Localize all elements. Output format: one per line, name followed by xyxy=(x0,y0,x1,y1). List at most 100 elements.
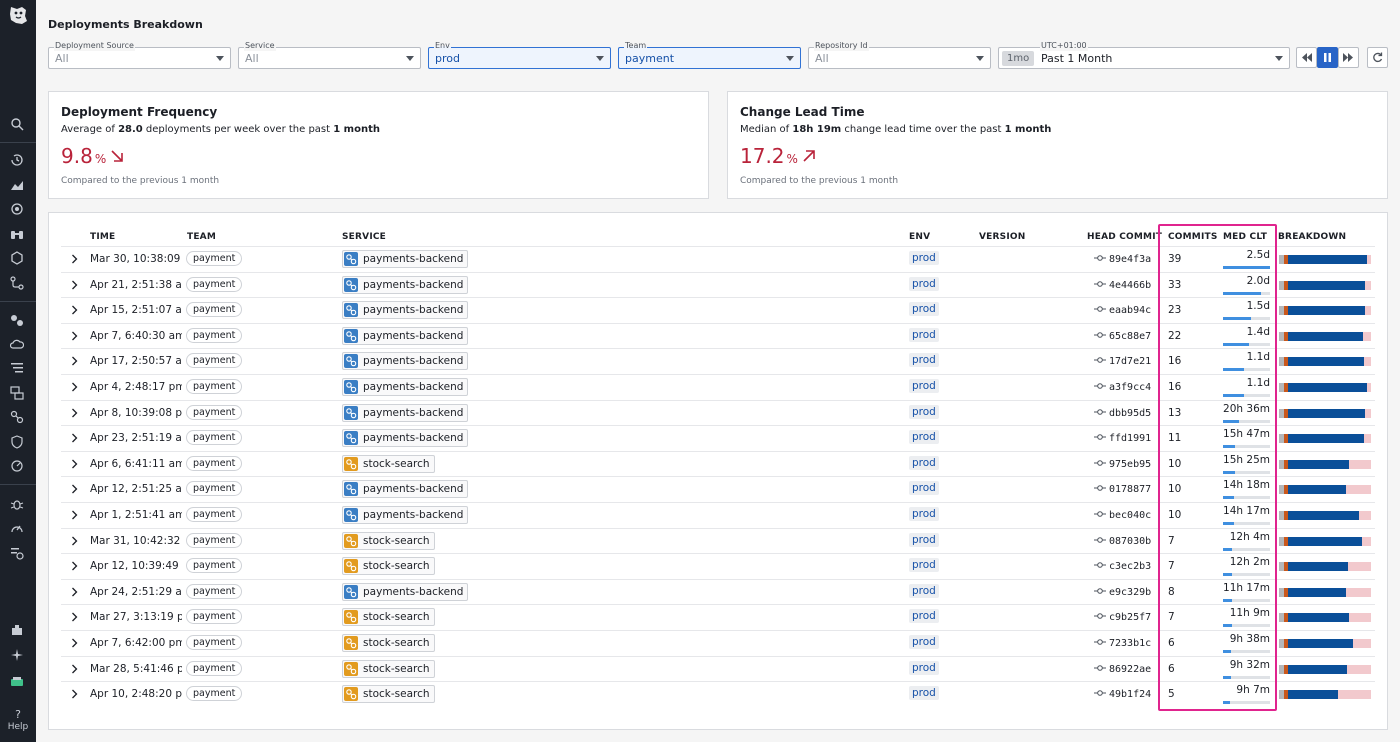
team-tag[interactable]: payment xyxy=(186,532,243,548)
team-tag[interactable]: payment xyxy=(186,558,243,574)
table-row[interactable]: Apr 6, 6:41:11 am payment stock-search prod… xyxy=(61,450,1375,477)
column-header-commits[interactable]: COMMITS xyxy=(1168,232,1218,242)
column-header-head-commit[interactable]: HEAD COMMIT xyxy=(1087,232,1163,242)
service-tag[interactable]: payments-backend xyxy=(342,326,469,345)
filter-env[interactable]: Env prod xyxy=(428,40,611,69)
chevron-right-icon[interactable] xyxy=(71,433,78,443)
table-row[interactable]: Apr 21, 2:51:38 am payment payments-backen… xyxy=(61,271,1375,298)
cloud-icon[interactable] xyxy=(10,337,24,351)
filter-team[interactable]: Team payment xyxy=(618,40,801,69)
service-tag[interactable]: stock-search xyxy=(342,531,435,550)
service-tag[interactable]: stock-search xyxy=(342,685,435,704)
env-tag[interactable]: prod xyxy=(909,686,939,701)
column-header-breakdown[interactable]: BREAKDOWN xyxy=(1278,232,1347,242)
service-tag[interactable]: payments-backend xyxy=(342,378,469,396)
table-row[interactable]: Apr 7, 6:42:00 pm payment stock-search prod… xyxy=(61,630,1375,656)
table-row[interactable]: Apr 7, 6:40:30 am payment payments-backend… xyxy=(61,322,1375,349)
cell-head-commit[interactable]: c9b25f7 xyxy=(1094,612,1151,623)
chevron-right-icon[interactable] xyxy=(71,561,78,571)
chevron-right-icon[interactable] xyxy=(71,536,78,546)
chevron-right-icon[interactable] xyxy=(71,510,78,520)
cell-head-commit[interactable]: a3f9cc4 xyxy=(1094,382,1151,393)
chevron-right-icon[interactable] xyxy=(71,612,78,622)
team-tag[interactable]: payment xyxy=(186,302,243,318)
column-header-version[interactable]: VERSION xyxy=(979,232,1026,242)
table-row[interactable]: Apr 4, 2:48:17 pm payment payments-backend… xyxy=(61,374,1375,400)
env-tag[interactable]: prod xyxy=(909,353,939,368)
service-tag[interactable]: payments-backend xyxy=(342,582,469,601)
team-tag[interactable]: payment xyxy=(186,430,243,446)
chevron-right-icon[interactable] xyxy=(71,689,78,699)
chevron-right-icon[interactable] xyxy=(71,356,78,366)
team-tag[interactable]: payment xyxy=(186,379,243,394)
team-tag[interactable]: payment xyxy=(186,507,243,522)
column-header-env[interactable]: ENV xyxy=(909,232,931,242)
env-tag[interactable]: prod xyxy=(909,276,939,291)
table-row[interactable]: Apr 23, 2:51:19 am payment payments-backen… xyxy=(61,425,1375,451)
table-row[interactable]: Mar 28, 5:41:46 pm payment stock-search pro… xyxy=(61,655,1375,682)
team-tag[interactable]: payment xyxy=(186,609,243,625)
env-tag[interactable]: prod xyxy=(909,302,939,317)
cell-head-commit[interactable]: 89e4f3a xyxy=(1094,254,1151,265)
env-tag[interactable]: prod xyxy=(909,609,939,624)
column-header-service[interactable]: SERVICE xyxy=(342,232,387,242)
column-header-med-clt[interactable]: MED CLT xyxy=(1223,232,1268,242)
table-row[interactable]: Apr 12, 2:51:25 am payment payments-backen… xyxy=(61,476,1375,502)
chevron-right-icon[interactable] xyxy=(71,280,78,290)
logs-icon[interactable] xyxy=(10,361,24,375)
table-row[interactable]: Mar 30, 10:38:09 pm payment payments-backe… xyxy=(61,246,1375,272)
env-tag[interactable]: prod xyxy=(909,635,939,649)
team-tag[interactable]: payment xyxy=(186,455,243,471)
filter-deployment-source[interactable]: Deployment Source All xyxy=(48,40,231,69)
watchdog-icon[interactable] xyxy=(10,227,24,241)
env-tag[interactable]: prod xyxy=(909,455,939,470)
table-row[interactable]: Apr 12, 10:39:49 am payment stock-search pr… xyxy=(61,553,1375,579)
cell-head-commit[interactable]: 087030b xyxy=(1094,536,1151,547)
env-tag[interactable]: prod xyxy=(909,481,939,496)
chevron-right-icon[interactable] xyxy=(71,254,78,264)
plugin-icon[interactable] xyxy=(10,623,24,637)
service-tag[interactable]: payments-backend xyxy=(342,480,469,499)
table-row[interactable]: Apr 15, 2:51:07 am payment payments-backen… xyxy=(61,297,1375,323)
env-tag[interactable]: prod xyxy=(909,430,939,445)
time-range-picker[interactable]: UTC+01:00 1mo Past 1 Month xyxy=(998,40,1290,69)
env-tag[interactable]: prod xyxy=(909,327,939,342)
team-tag[interactable]: payment xyxy=(186,686,243,702)
datadog-logo-icon[interactable] xyxy=(7,4,29,26)
security-icon[interactable] xyxy=(10,435,24,449)
user-icon[interactable] xyxy=(10,674,24,688)
service-tag[interactable]: stock-search xyxy=(342,659,435,678)
cell-head-commit[interactable]: 65c88e7 xyxy=(1094,331,1151,342)
table-row[interactable]: Mar 27, 3:13:19 pm payment stock-search pro… xyxy=(61,604,1375,630)
env-tag[interactable]: prod xyxy=(909,379,939,393)
service-tag[interactable]: stock-search xyxy=(342,454,435,473)
filter-repository-id[interactable]: Repository Id All xyxy=(808,40,991,69)
link-icon[interactable] xyxy=(10,410,24,424)
service-tag[interactable]: payments-backend xyxy=(342,403,469,422)
cell-head-commit[interactable]: 49b1f24 xyxy=(1094,689,1151,700)
team-tag[interactable]: payment xyxy=(186,481,243,497)
service-tag[interactable]: stock-search xyxy=(342,634,435,652)
table-row[interactable]: Apr 24, 2:51:29 am payment payments-backen… xyxy=(61,578,1375,605)
ci-icon[interactable] xyxy=(10,276,24,290)
env-tag[interactable]: prod xyxy=(909,583,939,598)
env-tag[interactable]: prod xyxy=(909,251,939,265)
bug-icon[interactable] xyxy=(10,497,24,511)
chevron-right-icon[interactable] xyxy=(71,484,78,494)
service-tag[interactable]: payments-backend xyxy=(342,506,469,524)
env-tag[interactable]: prod xyxy=(909,507,939,521)
rum-icon[interactable] xyxy=(10,459,24,473)
team-tag[interactable]: payment xyxy=(186,404,243,420)
env-tag[interactable]: prod xyxy=(909,660,939,675)
synthetics-icon[interactable] xyxy=(10,546,24,560)
search-icon[interactable] xyxy=(10,117,24,131)
service-tag[interactable]: stock-search xyxy=(342,608,435,627)
cell-head-commit[interactable]: dbb95d5 xyxy=(1094,408,1151,419)
cell-head-commit[interactable]: c3ec2b3 xyxy=(1094,561,1151,572)
cell-head-commit[interactable]: 86922ae xyxy=(1094,664,1151,675)
table-row[interactable]: Apr 10, 2:48:20 pm payment stock-search pro… xyxy=(61,681,1375,707)
column-header-team[interactable]: TEAM xyxy=(187,232,217,242)
team-tag[interactable]: payment xyxy=(186,251,243,266)
chevron-right-icon[interactable] xyxy=(71,331,78,341)
integrations-icon[interactable] xyxy=(10,251,24,265)
